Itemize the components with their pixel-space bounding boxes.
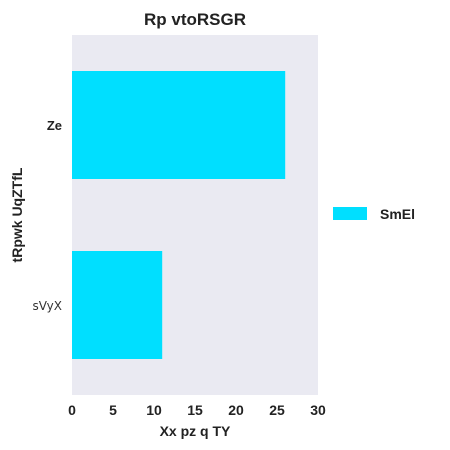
- x-tick-label: 20: [228, 402, 244, 418]
- legend: SmEl: [333, 206, 415, 222]
- x-tick-label: 10: [146, 402, 162, 418]
- x-tick-label: 0: [68, 402, 76, 418]
- chart-title: Rp vtoRSGR: [144, 10, 246, 29]
- bar-sVyX: [72, 251, 163, 359]
- x-axis-label: Xx pz q TY: [160, 423, 231, 439]
- x-tick-label: 5: [109, 402, 117, 418]
- x-tick-label: 15: [187, 402, 203, 418]
- x-tick-labels: 0 5 10 15 20 25 30: [68, 402, 326, 418]
- legend-swatch: [333, 207, 367, 220]
- y-tick-label: sVyX: [33, 299, 62, 313]
- y-axis-label: tRpwk UqZTfL: [9, 167, 25, 262]
- x-tick-label: 25: [269, 402, 285, 418]
- bar-Ze: [72, 71, 286, 179]
- bars-group: [72, 71, 286, 359]
- y-tick-label: Ze: [47, 118, 62, 133]
- y-tick-labels: Ze sVyX: [33, 118, 62, 313]
- legend-label: SmEl: [380, 206, 415, 222]
- x-tick-label: 30: [310, 402, 326, 418]
